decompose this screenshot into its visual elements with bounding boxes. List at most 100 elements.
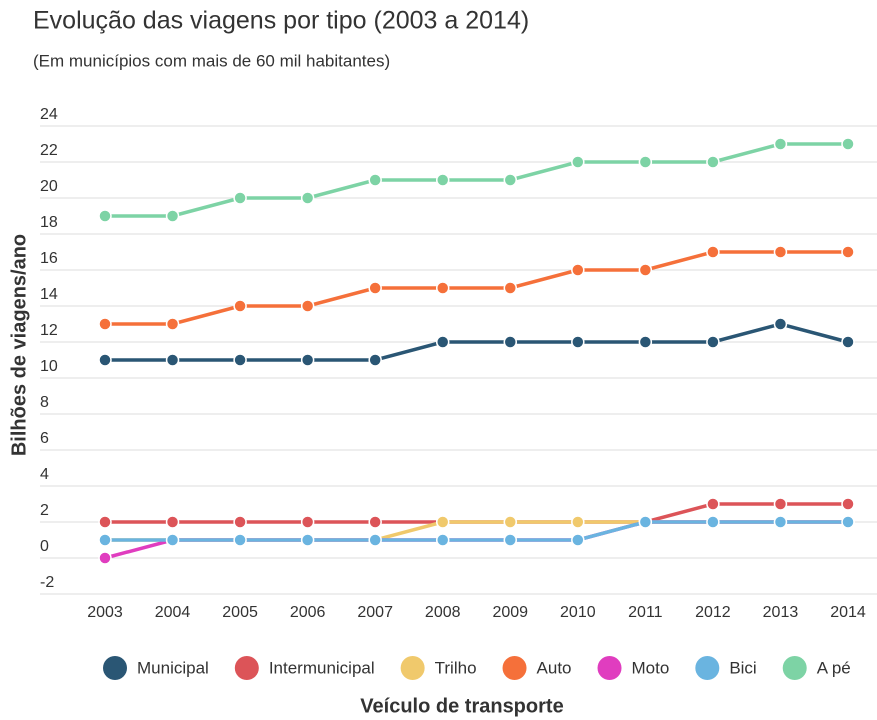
- x-tick-label: 2003: [87, 604, 123, 621]
- y-tick-label: 12: [40, 322, 58, 339]
- y-tick-label: 20: [40, 178, 58, 195]
- data-point: [773, 245, 788, 259]
- legend-marker: [234, 656, 259, 680]
- data-point: [165, 533, 180, 547]
- data-point: [233, 353, 247, 367]
- x-tick-label: 2009: [492, 604, 528, 621]
- data-point: [300, 353, 315, 367]
- data-point: [773, 317, 788, 331]
- data-point: [98, 515, 112, 529]
- y-tick-label: 22: [40, 142, 58, 159]
- y-tick-label: 4: [40, 466, 49, 483]
- data-point: [503, 281, 518, 295]
- y-tick-label: -2: [40, 574, 54, 591]
- data-point: [300, 299, 315, 313]
- x-tick-label: 2012: [695, 604, 731, 621]
- data-point: [368, 353, 382, 367]
- data-point: [571, 533, 585, 547]
- data-point: [841, 245, 855, 259]
- legend-marker: [695, 656, 720, 680]
- data-point: [98, 533, 112, 547]
- y-tick-label: 18: [40, 214, 58, 231]
- legend-label: Moto: [632, 658, 670, 677]
- data-point: [368, 173, 382, 187]
- x-tick-label: 2014: [830, 604, 866, 621]
- legend-marker: [400, 656, 425, 680]
- data-point: [233, 191, 247, 205]
- data-point: [165, 209, 180, 223]
- x-tick-label: 2010: [560, 604, 596, 621]
- legend-marker: [502, 656, 527, 680]
- y-tick-label: 2: [40, 502, 49, 519]
- data-point: [706, 497, 720, 511]
- data-point: [503, 173, 518, 187]
- data-point: [233, 533, 247, 547]
- data-point: [435, 335, 450, 349]
- data-point: [165, 515, 180, 529]
- x-tick-label: 2006: [290, 604, 326, 621]
- data-point: [638, 515, 653, 529]
- data-point: [571, 335, 585, 349]
- chart-title: Evolução das viagens por tipo (2003 a 20…: [33, 7, 529, 35]
- data-point: [165, 317, 180, 331]
- data-point: [638, 263, 653, 277]
- data-point: [706, 515, 720, 529]
- data-point: [841, 137, 855, 151]
- series-line: [105, 520, 848, 542]
- legend-label: Intermunicipal: [269, 658, 375, 677]
- y-tick-label: 6: [40, 430, 49, 447]
- legend-marker: [103, 656, 127, 680]
- data-point: [368, 533, 382, 547]
- data-point: [435, 173, 450, 187]
- y-tick-label: 10: [40, 358, 58, 375]
- x-tick-label: 2008: [425, 604, 461, 621]
- x-axis-title: Veículo de transporte: [360, 695, 563, 717]
- data-point: [300, 191, 315, 205]
- data-point: [300, 533, 315, 547]
- legend-label: Trilho: [435, 658, 477, 677]
- x-tick-label: 2004: [155, 604, 191, 621]
- data-point: [98, 209, 112, 223]
- data-point: [435, 281, 450, 295]
- data-point: [841, 497, 855, 511]
- legend-label: Municipal: [137, 658, 209, 677]
- y-tick-label: 0: [40, 538, 49, 555]
- data-point: [841, 335, 855, 349]
- data-point: [571, 515, 585, 529]
- x-tick-label: 2013: [763, 604, 799, 621]
- data-point: [300, 515, 315, 529]
- data-point: [571, 155, 585, 169]
- x-tick-label: 2007: [357, 604, 393, 621]
- data-point: [638, 335, 653, 349]
- series-line: [105, 520, 848, 542]
- data-point: [503, 533, 518, 547]
- data-point: [368, 281, 382, 295]
- data-point: [233, 515, 247, 529]
- data-point: [571, 263, 585, 277]
- data-point: [841, 515, 855, 529]
- data-point: [773, 137, 788, 151]
- legend-label: A pé: [817, 658, 851, 677]
- data-point: [773, 515, 788, 529]
- data-point: [98, 551, 112, 565]
- legend-label: Bici: [729, 658, 756, 677]
- data-point: [98, 317, 112, 331]
- legend-marker: [597, 656, 622, 680]
- y-tick-label: 16: [40, 250, 58, 267]
- legend-marker: [782, 656, 807, 680]
- chart-subtitle: (Em municípios com mais de 60 mil habita…: [33, 51, 390, 70]
- data-point: [503, 515, 518, 529]
- data-point: [435, 533, 450, 547]
- series-line: [105, 142, 848, 218]
- data-point: [165, 353, 180, 367]
- legend-label: Auto: [537, 658, 572, 677]
- data-point: [98, 353, 112, 367]
- data-point: [233, 299, 247, 313]
- series-line: [105, 250, 848, 326]
- y-axis-title: Bilhões de viagens/ano: [8, 234, 30, 456]
- data-point: [706, 335, 720, 349]
- series-line: [105, 502, 848, 524]
- data-point: [638, 155, 653, 169]
- data-point: [773, 497, 788, 511]
